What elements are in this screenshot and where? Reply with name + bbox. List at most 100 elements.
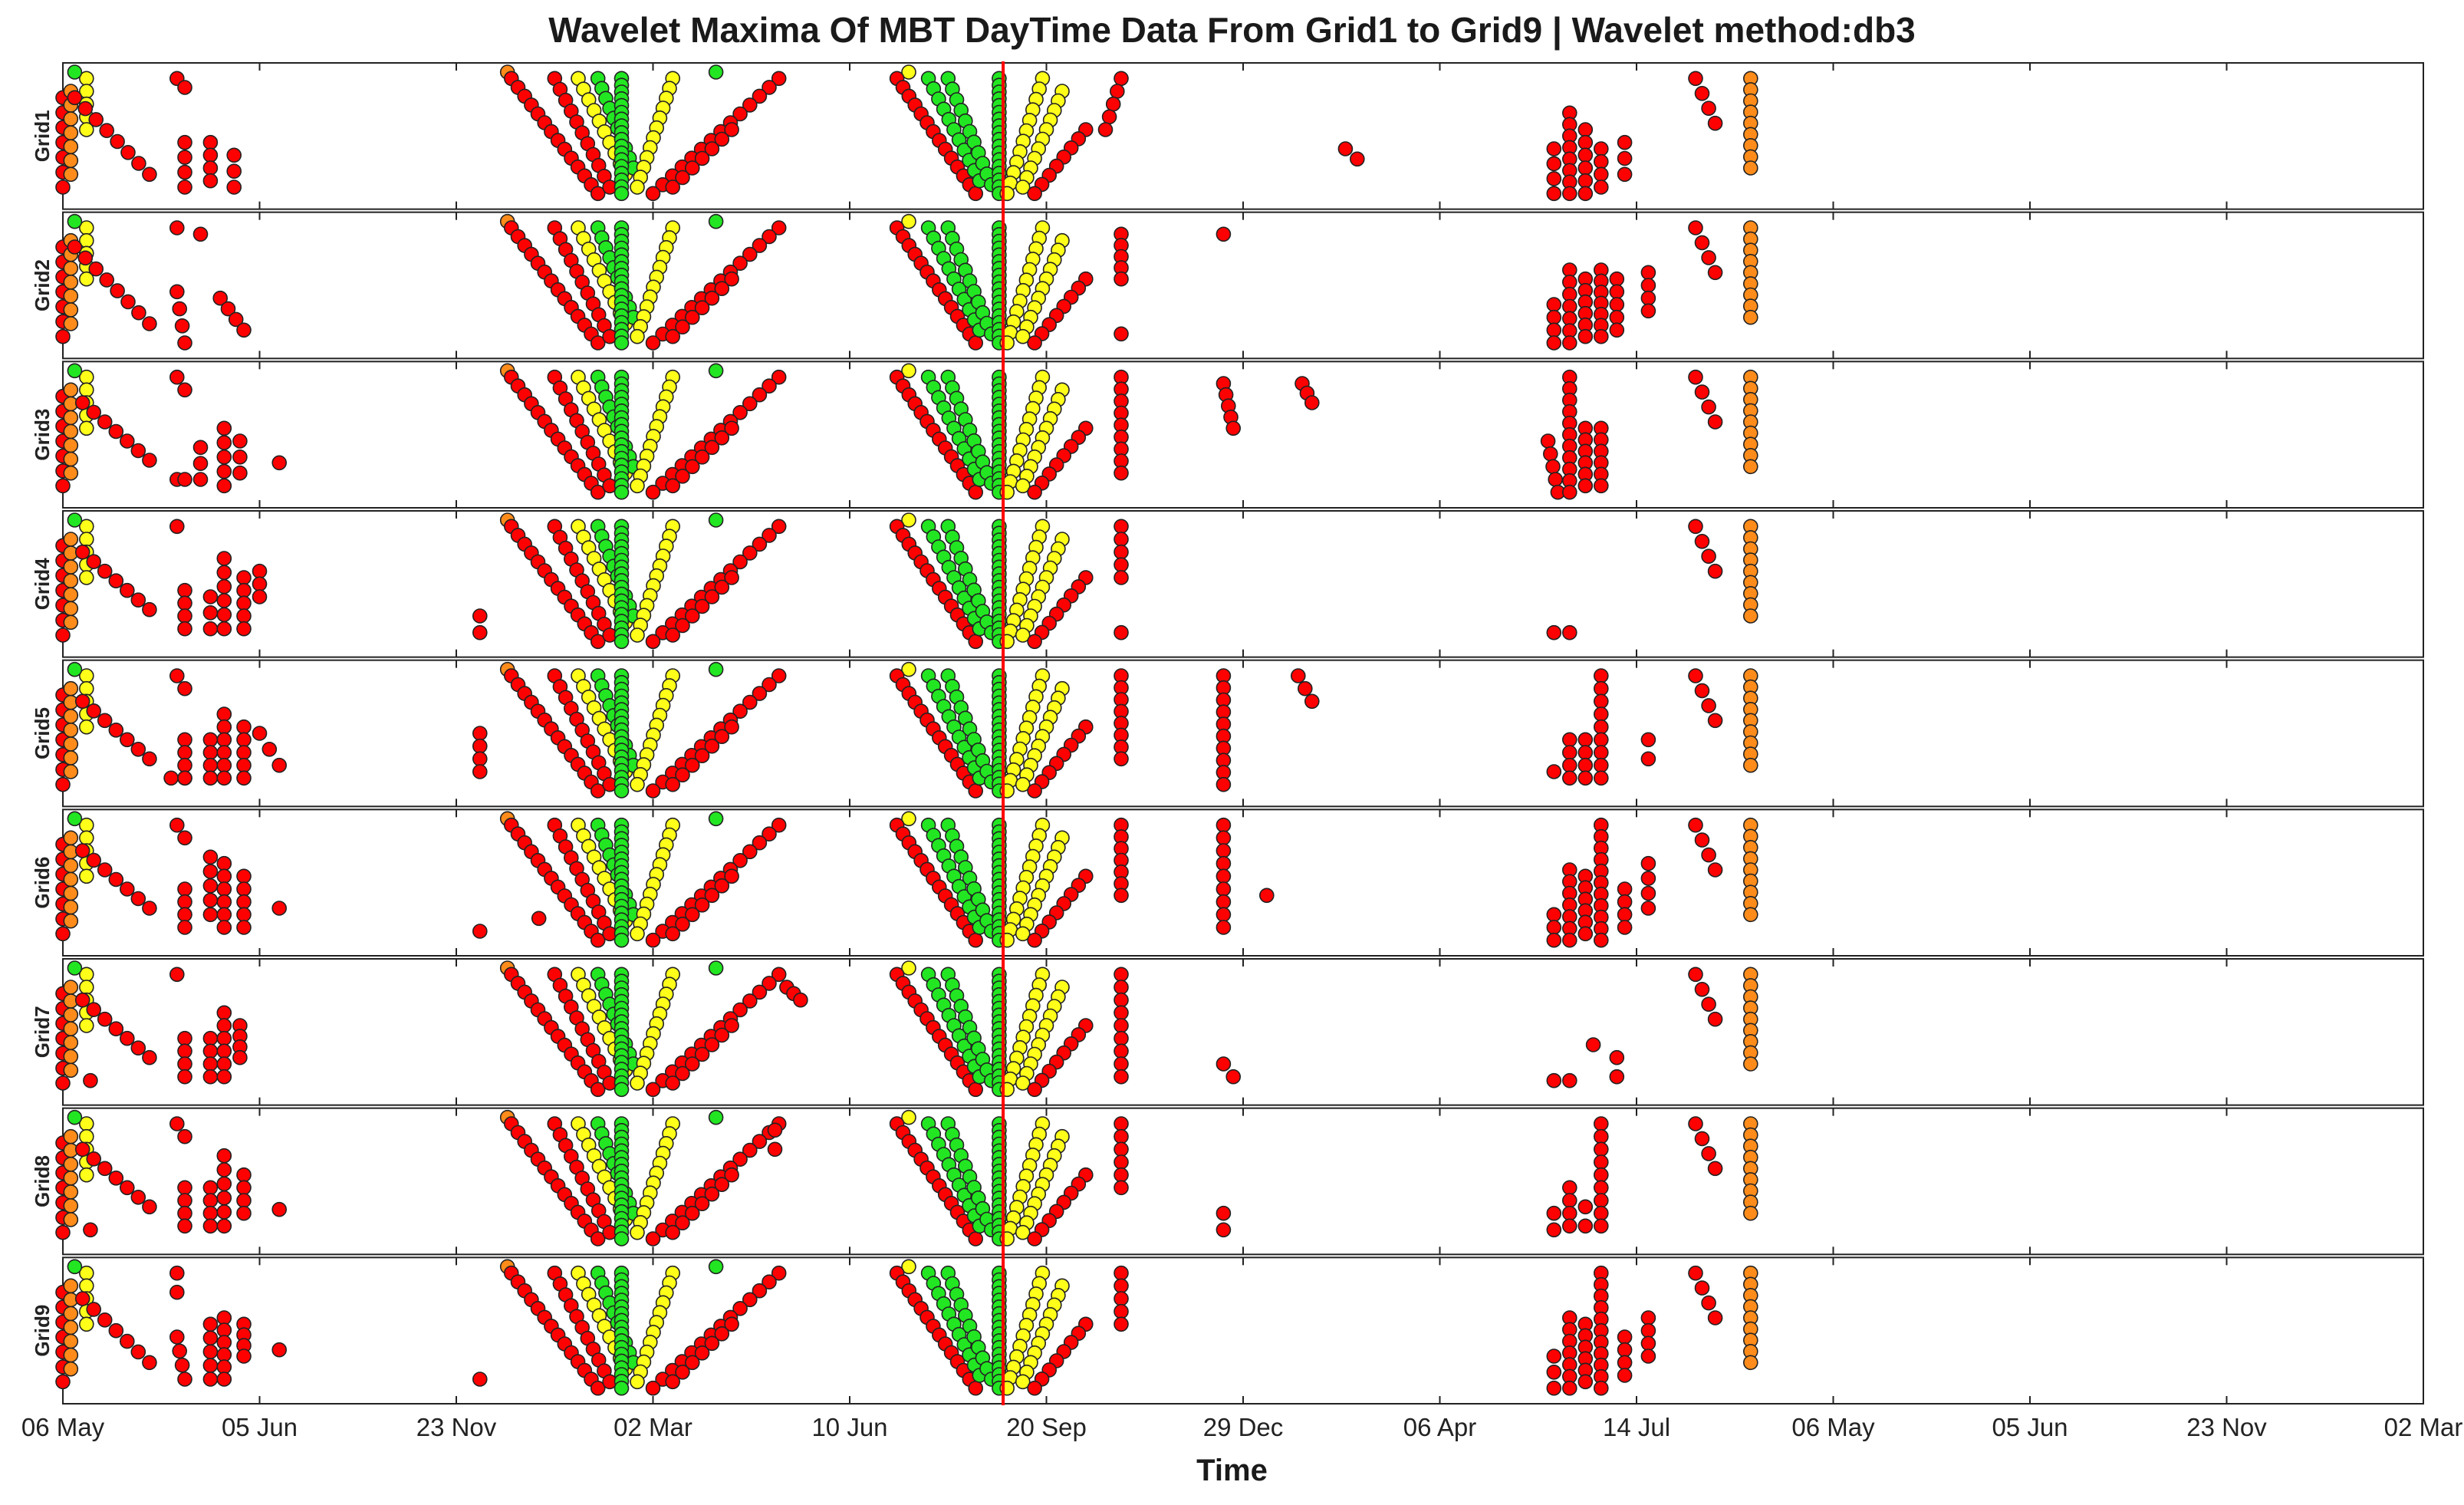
data-point-red bbox=[83, 1222, 98, 1238]
data-point-red bbox=[55, 478, 71, 494]
data-point-red bbox=[1617, 894, 1633, 910]
data-point-red bbox=[232, 449, 248, 465]
data-point-green bbox=[708, 1259, 724, 1275]
data-point-red bbox=[108, 722, 124, 738]
data-point-red bbox=[752, 536, 768, 552]
data-point-red bbox=[1216, 907, 1232, 923]
data-point-orange bbox=[63, 1157, 79, 1172]
data-point-red bbox=[97, 1011, 113, 1027]
data-point-red bbox=[704, 440, 720, 456]
data-point-red bbox=[771, 1265, 787, 1281]
panel-label-grid5: Grid5 bbox=[31, 707, 54, 759]
data-point-red bbox=[1688, 220, 1703, 235]
data-point-red bbox=[131, 305, 146, 321]
data-point-red bbox=[142, 316, 157, 331]
data-point-red bbox=[714, 878, 730, 894]
data-point-red bbox=[1707, 1310, 1723, 1326]
data-point-red bbox=[1609, 297, 1625, 312]
data-point-yellow bbox=[1015, 328, 1031, 344]
data-point-red bbox=[771, 967, 787, 983]
data-point-red bbox=[108, 871, 124, 888]
data-point-red bbox=[142, 1355, 157, 1371]
data-point-red bbox=[202, 1218, 219, 1234]
data-point-yellow bbox=[79, 420, 94, 436]
data-point-red bbox=[1216, 1205, 1232, 1221]
data-point-red bbox=[216, 1148, 232, 1164]
data-point-red bbox=[216, 1204, 232, 1220]
data-point-orange bbox=[63, 559, 79, 575]
data-point-red bbox=[120, 881, 135, 897]
data-point-green bbox=[708, 512, 724, 528]
data-point-red bbox=[1594, 1141, 1609, 1158]
data-point-red bbox=[202, 173, 219, 189]
data-point-red bbox=[752, 686, 768, 701]
data-point-red bbox=[1350, 151, 1365, 167]
data-point-red bbox=[1617, 1355, 1633, 1371]
data-point-red bbox=[704, 141, 720, 156]
data-point-orange bbox=[63, 111, 79, 127]
data-point-red bbox=[67, 239, 83, 255]
data-point-red bbox=[684, 1205, 700, 1221]
data-point-red bbox=[1701, 1146, 1716, 1161]
data-point-red bbox=[472, 764, 488, 779]
data-point-red bbox=[169, 668, 185, 683]
data-point-red bbox=[767, 1141, 783, 1158]
data-point-red bbox=[202, 757, 219, 773]
data-point-red bbox=[130, 592, 146, 608]
data-point-orange bbox=[63, 1035, 79, 1050]
data-point-yellow bbox=[1015, 179, 1031, 195]
data-point-red bbox=[694, 748, 710, 764]
data-point-red bbox=[177, 80, 192, 95]
data-point-red bbox=[1577, 1374, 1594, 1390]
data-point-red bbox=[1105, 96, 1121, 112]
x-tick-label: 05 Jun bbox=[222, 1413, 298, 1441]
data-point-red bbox=[108, 1322, 124, 1339]
data-point-orange bbox=[63, 1128, 79, 1144]
data-point-red bbox=[665, 478, 681, 494]
data-point-yellow bbox=[630, 328, 645, 344]
data-point-red bbox=[1114, 1069, 1129, 1085]
data-point-red bbox=[120, 582, 135, 598]
data-point-red bbox=[177, 907, 192, 923]
data-point-red bbox=[1562, 770, 1577, 786]
data-point-red bbox=[120, 433, 135, 449]
data-point-red bbox=[1027, 335, 1042, 351]
x-tick-label: 06 Apr bbox=[1403, 1413, 1476, 1441]
data-point-red bbox=[1114, 326, 1129, 342]
data-point-red bbox=[1609, 322, 1625, 338]
data-point-red bbox=[1546, 297, 1562, 312]
data-point-red bbox=[252, 726, 268, 741]
data-point-red bbox=[742, 396, 758, 412]
data-point-green bbox=[67, 64, 83, 80]
x-tick-label: 06 May bbox=[21, 1413, 105, 1441]
data-point-red bbox=[1577, 1218, 1594, 1234]
data-point-red bbox=[216, 449, 232, 465]
data-point-red bbox=[216, 478, 232, 494]
data-point-red bbox=[202, 589, 219, 604]
data-point-red bbox=[1216, 776, 1232, 792]
data-point-red bbox=[177, 134, 192, 150]
data-point-red bbox=[1114, 71, 1129, 87]
data-point-yellow bbox=[1015, 1075, 1031, 1091]
data-point-red bbox=[177, 1056, 192, 1072]
data-point-red bbox=[1546, 335, 1562, 351]
data-point-red bbox=[1707, 115, 1723, 131]
data-point-red bbox=[1546, 932, 1562, 948]
data-point-red bbox=[1640, 732, 1656, 748]
data-point-yellow bbox=[901, 960, 916, 976]
data-point-red bbox=[752, 1283, 768, 1299]
data-point-red bbox=[694, 897, 710, 913]
data-point-red bbox=[169, 967, 185, 983]
panel-frame-grid1 bbox=[62, 62, 2424, 210]
data-point-red bbox=[724, 1316, 739, 1332]
data-point-red bbox=[762, 80, 777, 95]
data-point-red bbox=[97, 563, 113, 579]
data-point-red bbox=[177, 1030, 192, 1046]
data-point-red bbox=[724, 1018, 739, 1033]
data-point-red bbox=[771, 668, 787, 683]
data-point-green bbox=[67, 1259, 83, 1275]
data-point-red bbox=[177, 1205, 192, 1221]
data-point-red bbox=[1216, 830, 1232, 846]
data-point-orange bbox=[63, 1049, 79, 1065]
